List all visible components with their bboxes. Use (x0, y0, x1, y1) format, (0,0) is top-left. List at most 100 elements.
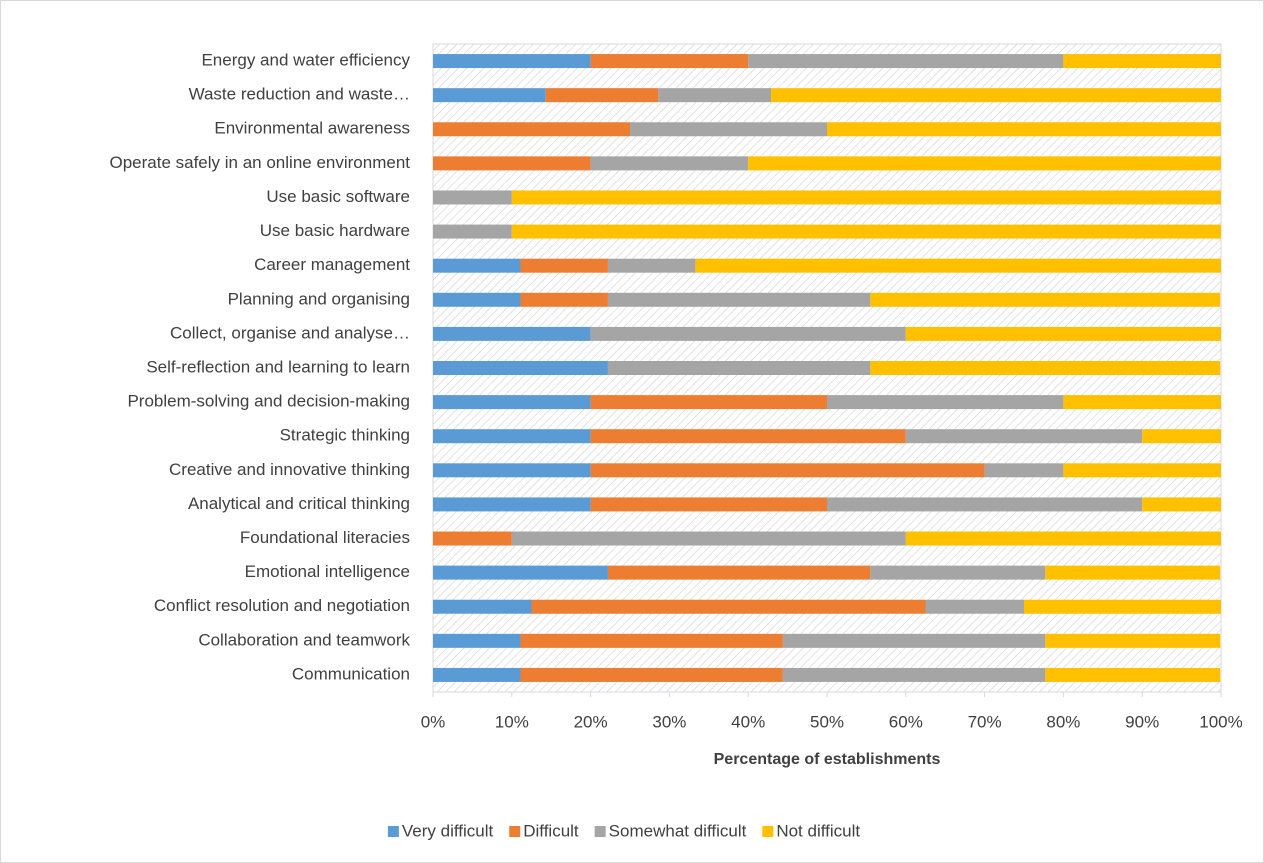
y-tick-label: Collaboration and teamwork (198, 630, 410, 649)
bar-segment (870, 565, 1046, 580)
y-tick-label: Use basic hardware (260, 221, 410, 240)
y-tick-label: Career management (254, 255, 410, 274)
bar-segment (433, 122, 630, 137)
legend-swatch (387, 826, 399, 837)
x-tick-label: 40% (731, 712, 765, 731)
legend-label: Somewhat difficult (609, 821, 747, 840)
y-tick-label: Energy and water efficiency (201, 51, 410, 70)
bar-segment (433, 497, 591, 512)
bar-segment (782, 633, 1046, 648)
x-tick-label: 80% (1046, 712, 1080, 731)
bar-segment (433, 190, 512, 205)
y-tick-label: Communication (292, 664, 410, 683)
bar-segment (531, 599, 926, 614)
bar-segment (827, 395, 1064, 410)
bar-segment (748, 156, 1221, 171)
bar-segment (1063, 395, 1221, 410)
y-tick-label: Use basic software (266, 187, 410, 206)
bar-segment (433, 156, 591, 171)
bar-segment (905, 531, 1221, 546)
bar-segment (630, 122, 827, 137)
bar-segment (590, 463, 985, 478)
bar-segment (433, 531, 512, 546)
bar-segment (590, 54, 749, 69)
bar-segment (905, 326, 1221, 341)
legend-swatch (594, 826, 606, 837)
bar-segment (433, 224, 512, 239)
x-tick-label: 30% (652, 712, 686, 731)
y-tick-label: Waste reduction and waste… (189, 85, 410, 104)
bar-segment (870, 361, 1221, 375)
bar-segment (827, 497, 1143, 512)
bar-segment (520, 258, 608, 273)
bar-segment (520, 667, 783, 682)
bar-segment (925, 599, 1024, 614)
bar-segment (607, 565, 871, 580)
bar-segment (545, 88, 659, 103)
bar-segment (520, 633, 783, 648)
x-tick-label: 70% (968, 712, 1002, 731)
bar-segment (433, 565, 608, 580)
bar-segment (590, 326, 906, 341)
bar-segment (590, 156, 749, 171)
bar-segment (1063, 54, 1221, 69)
y-tick-label: Strategic thinking (280, 426, 410, 445)
legend-swatch (762, 826, 774, 837)
bar-segment (607, 292, 871, 307)
bar-segment (433, 599, 532, 614)
y-tick-label: Foundational literacies (240, 528, 410, 547)
legend-swatch (509, 826, 521, 837)
bar-segment (433, 633, 521, 648)
x-axis-title: Percentage of establishments (714, 751, 941, 768)
bar-segment (1142, 497, 1221, 512)
bar-segment (1045, 633, 1221, 648)
bar-segment (433, 463, 591, 478)
bar-segment (433, 395, 591, 410)
bar-segment (1063, 463, 1221, 478)
x-tick-label: 50% (810, 712, 844, 731)
x-tick-label: 100% (1199, 712, 1242, 731)
bar-segment (905, 429, 1143, 444)
bar-segment (433, 326, 591, 341)
bar-segment (748, 54, 1064, 69)
y-tick-label: Self-reflection and learning to learn (146, 357, 410, 376)
bar-segment (511, 224, 1221, 239)
bar-segment (1024, 599, 1221, 614)
bar-segment (590, 395, 827, 410)
bar-segment (695, 258, 1221, 273)
bar-segment (433, 292, 521, 307)
bar-segment (433, 258, 521, 273)
legend-label: Difficult (523, 821, 579, 840)
bar-segment (607, 258, 696, 273)
bar-segment (433, 54, 591, 69)
bar-segment (590, 429, 906, 444)
y-tick-label: Conflict resolution and negotiation (154, 596, 410, 615)
y-tick-label: Environmental awareness (214, 119, 410, 138)
bar-segment (827, 122, 1221, 137)
bar-segment (433, 88, 546, 103)
bar-segment (511, 531, 906, 546)
bar-segment (590, 497, 827, 512)
bar-segment (984, 463, 1064, 478)
legend-label: Not difficult (776, 821, 860, 840)
x-tick-label: 60% (889, 712, 923, 731)
y-tick-label: Problem-solving and decision-making (127, 392, 410, 411)
bar-segment (771, 88, 1221, 103)
x-tick-label: 0% (421, 712, 446, 731)
bar-segment (1045, 565, 1221, 580)
y-tick-label: Emotional intelligence (245, 562, 410, 581)
bar-segment (433, 361, 608, 375)
bar-segment (511, 190, 1221, 205)
bar-segment (870, 292, 1221, 307)
bar-segment (433, 667, 521, 682)
x-tick-label: 90% (1125, 712, 1159, 731)
bar-segment (1142, 429, 1221, 444)
y-tick-label: Operate safely in an online environment (109, 153, 410, 172)
y-tick-label: Planning and organising (228, 289, 410, 308)
y-tick-label: Creative and innovative thinking (169, 460, 410, 479)
x-tick-label: 10% (495, 712, 529, 731)
bar-segment (782, 667, 1046, 682)
x-tick-label: 20% (574, 712, 608, 731)
legend-label: Very difficult (402, 821, 494, 840)
